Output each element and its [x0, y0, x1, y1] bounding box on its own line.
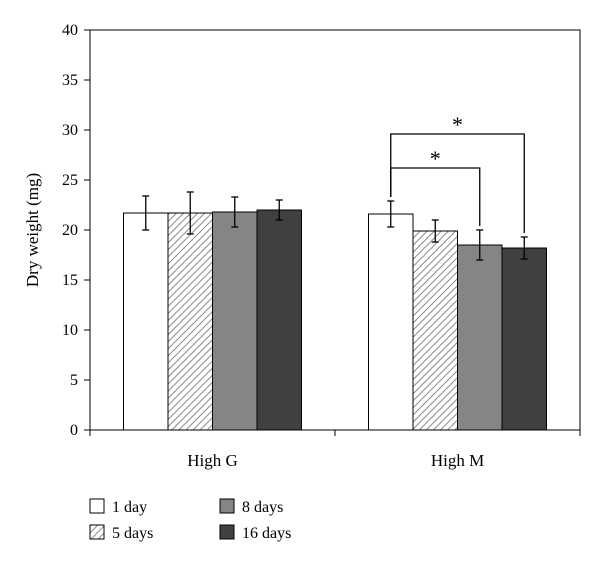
- y-tick-label: 0: [70, 422, 78, 439]
- error-bars-group: [142, 191, 528, 261]
- significance-bracket: [390, 133, 525, 233]
- legend-label: 16 days: [242, 525, 291, 542]
- legend-swatch: [219, 524, 235, 540]
- bar: [501, 247, 547, 431]
- legend-swatch: [89, 498, 105, 514]
- bar: [457, 244, 503, 431]
- significance-star: *: [430, 146, 441, 171]
- category-labels: High G High M: [187, 451, 484, 470]
- y-tick-label: 10: [62, 322, 78, 339]
- x-axis: [89, 430, 581, 436]
- legend: 1 day 5 days 8 days 16 days: [89, 498, 291, 542]
- legend-swatch: [219, 498, 235, 514]
- y-tick-label: 30: [62, 122, 78, 139]
- y-axis-title: Dry weight (mg): [23, 173, 42, 287]
- y-tick-label: 25: [62, 172, 78, 189]
- bar: [167, 212, 213, 431]
- significance-brackets: **: [390, 112, 525, 233]
- legend-swatch: [89, 524, 105, 540]
- category-label: High M: [431, 451, 484, 470]
- category-label: High G: [187, 451, 238, 470]
- y-tick-label: 35: [62, 72, 78, 89]
- y-tick-label: 5: [70, 372, 78, 389]
- bar: [256, 209, 302, 431]
- bar: [123, 212, 169, 431]
- bar: [212, 211, 258, 431]
- bar: [368, 213, 414, 431]
- legend-label: 5 days: [112, 525, 153, 542]
- legend-label: 1 day: [112, 499, 147, 516]
- y-tick-label: 15: [62, 272, 78, 289]
- bars-group: [123, 209, 547, 431]
- bar: [412, 230, 458, 431]
- y-tick-label: 20: [62, 222, 78, 239]
- y-tick-label: 40: [62, 22, 78, 39]
- significance-star: *: [452, 112, 463, 137]
- legend-label: 8 days: [242, 499, 283, 516]
- y-axis: 0 5 10 15 20 25 30 35 40: [62, 22, 90, 439]
